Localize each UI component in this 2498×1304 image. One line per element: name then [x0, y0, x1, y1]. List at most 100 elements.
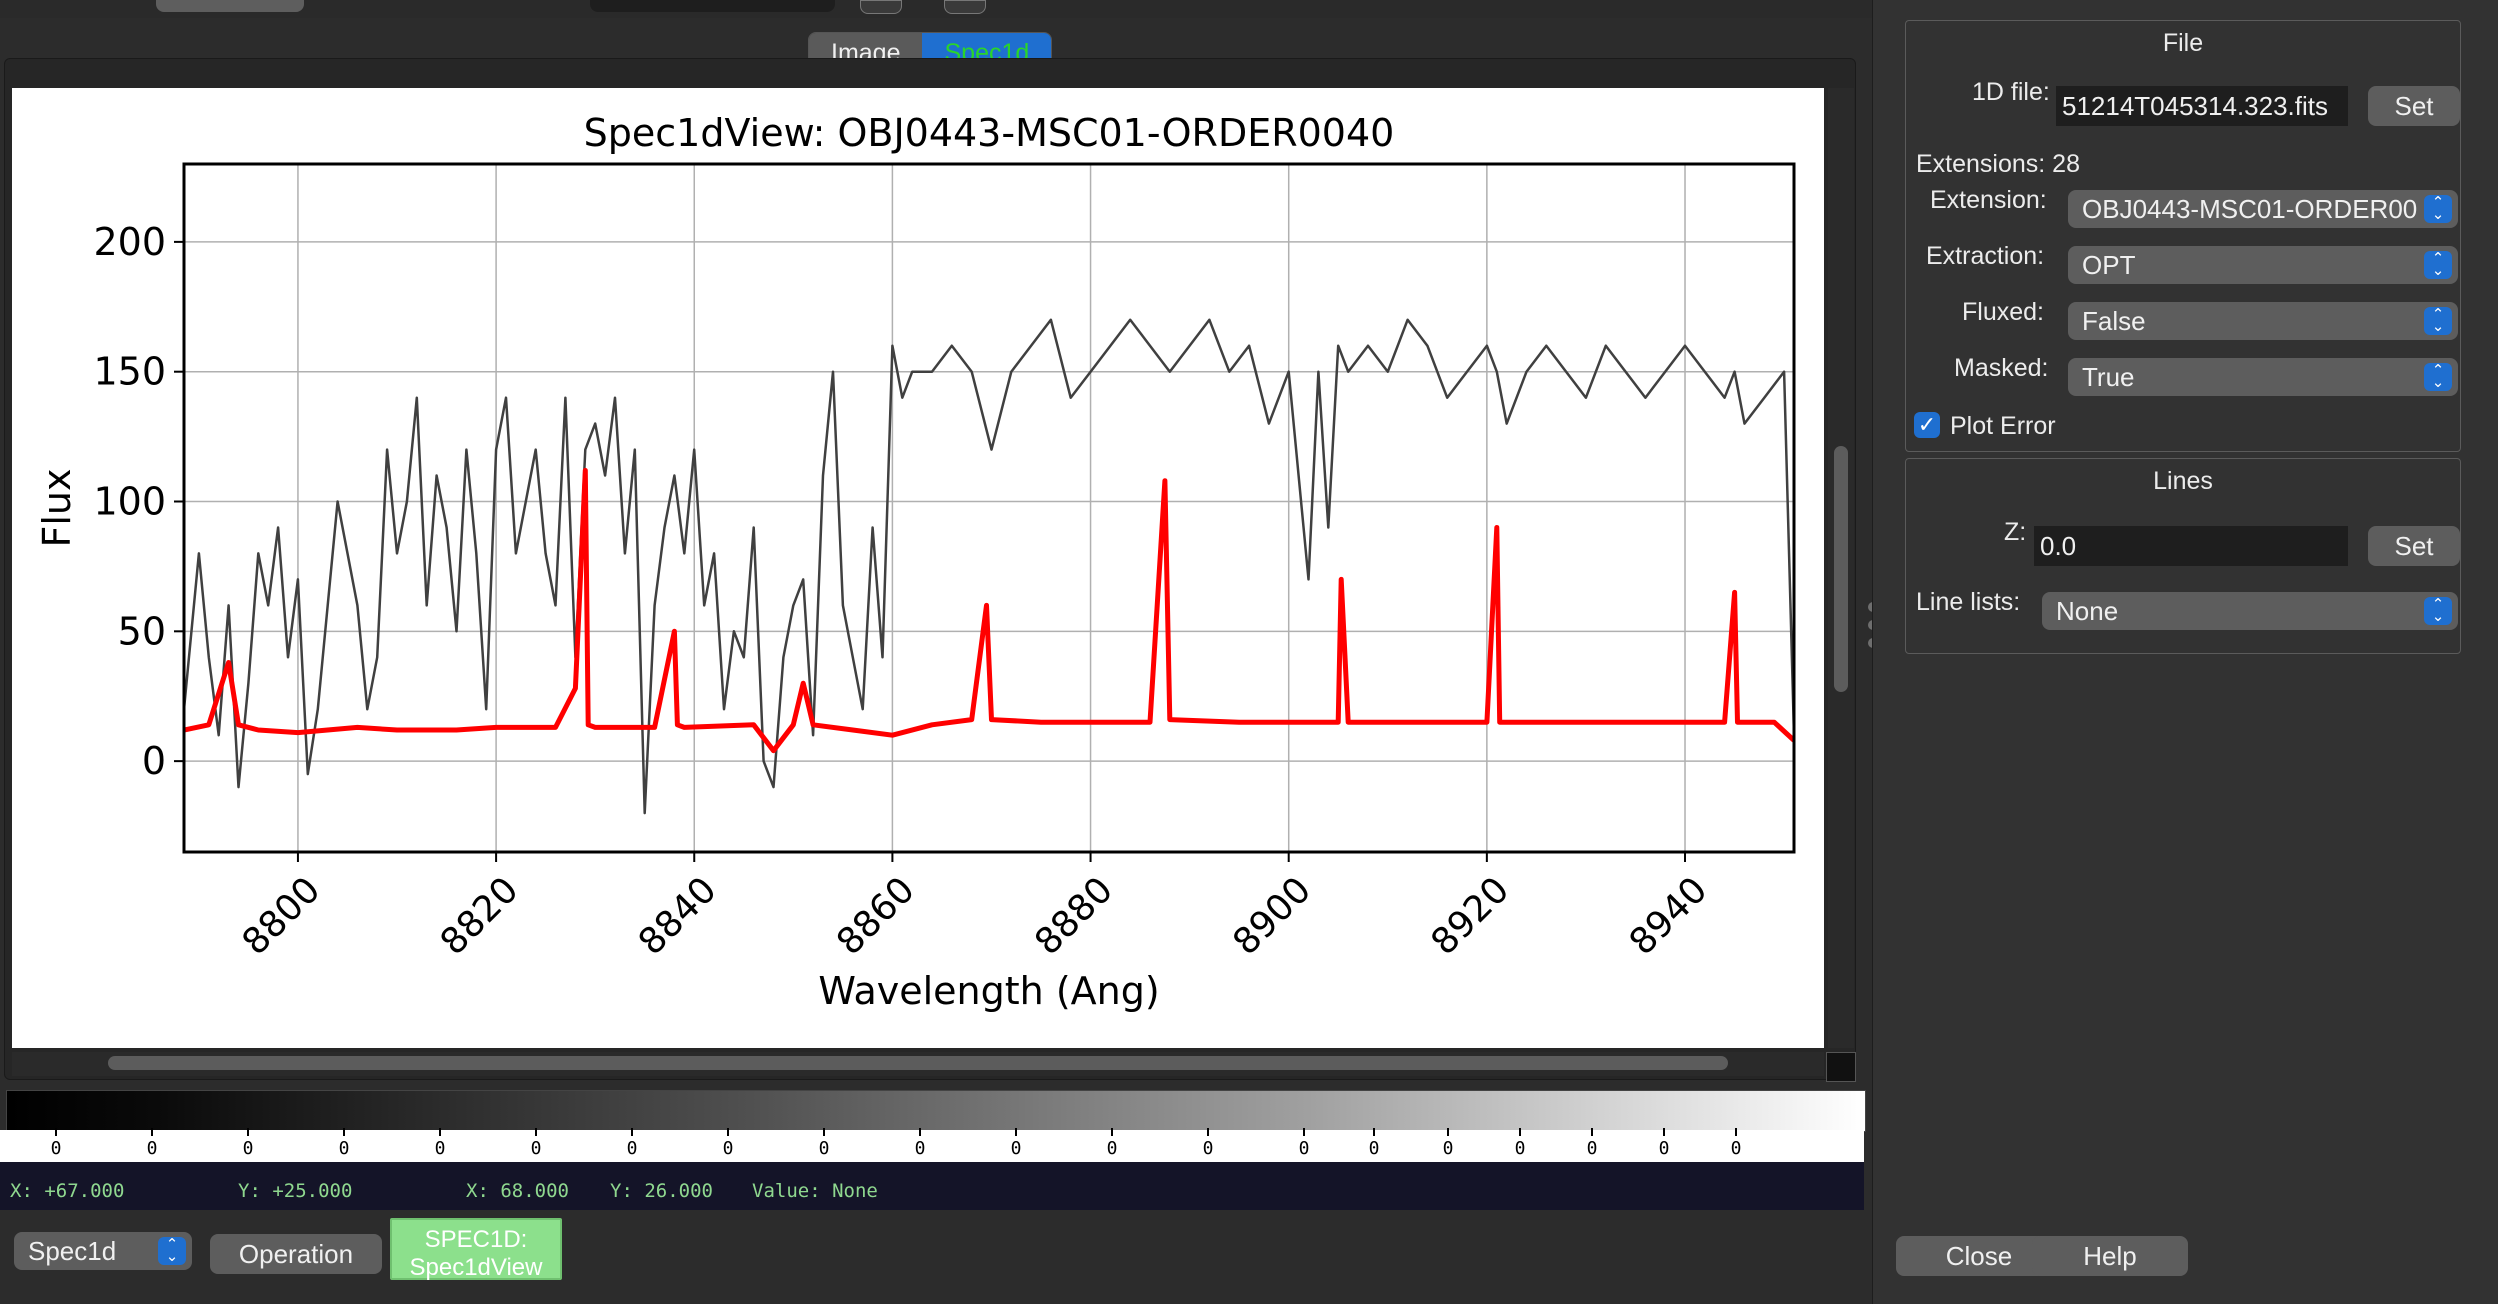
y-tick-label: 200 — [93, 220, 166, 264]
plot-canvas[interactable]: 8800 8820 8840 8860 8880 8900 8920 8940 0 50 100 15… — [12, 88, 1824, 1048]
updown-chevron-icon: ⌃ ⌄ — [158, 1237, 186, 1265]
x-tick-label: 8840 — [631, 869, 725, 963]
updown-chevron-icon: ⌃ ⌄ — [2424, 251, 2452, 279]
linelists-label: Line lists: — [1916, 588, 2021, 616]
colorbar-tick-label: 0 — [46, 1128, 66, 1159]
colorbar-tick-label: 0 — [430, 1128, 450, 1159]
updown-chevron-icon: ⌃ ⌄ — [2424, 307, 2452, 335]
masked-select-value: True — [2082, 362, 2135, 392]
spectrum-chart[interactable]: 8800 8820 8840 8860 8880 8900 8920 8940 0 50 100 15… — [12, 88, 1824, 1048]
status-cursor-y: Y: +25.000 — [238, 1180, 353, 1202]
colorbar[interactable] — [6, 1090, 1866, 1132]
toolbar-dropdown[interactable] — [156, 0, 304, 12]
colorbar-tick-label: 0 — [238, 1128, 258, 1159]
extensions-count: Extensions: 28 — [1916, 150, 2080, 178]
x-tick-label: 8900 — [1225, 869, 1319, 963]
colorbar-tick-label: 0 — [334, 1128, 354, 1159]
status-cursor-x: X: +67.000 — [10, 1180, 125, 1202]
status-data-x: X: 68.000 — [466, 1180, 569, 1202]
x-tick-label: 8880 — [1027, 869, 1121, 963]
fluxed-label: Fluxed: — [1962, 298, 2044, 326]
mode-select[interactable]: Spec1d ⌃ ⌄ — [14, 1232, 192, 1270]
updown-chevron-icon: ⌃ ⌄ — [2424, 195, 2452, 223]
x-axis-label: Wavelength (Ang) — [818, 969, 1159, 1013]
channel-button[interactable]: SPEC1D: Spec1dView — [390, 1218, 562, 1281]
vertical-scroll-thumb[interactable] — [1834, 446, 1848, 692]
file-label: 1D file: — [1972, 78, 2050, 106]
check-icon: ✓ — [1917, 412, 1937, 437]
grid-lines — [184, 164, 1794, 852]
toolbar-input[interactable] — [590, 0, 835, 12]
extraction-select[interactable]: OPT ⌃ ⌄ — [2068, 246, 2458, 284]
extension-label: Extension: — [1930, 186, 2047, 214]
linelists-select-value: None — [2056, 596, 2119, 626]
error-series-line — [184, 467, 1794, 754]
plot-error-label: Plot Error — [1950, 412, 2056, 440]
operation-button[interactable]: Operation — [210, 1234, 382, 1274]
top-toolbar-strip — [0, 0, 1872, 18]
status-value: Value: None — [752, 1180, 878, 1202]
y-tick-label: 0 — [142, 739, 166, 783]
file-group-title: File — [2162, 29, 2204, 57]
colorbar-tick-label: 0 — [1102, 1128, 1122, 1159]
status-bar — [0, 1162, 1864, 1210]
horizontal-scroll-thumb[interactable] — [108, 1056, 1728, 1070]
x-tick-label: 8820 — [433, 869, 527, 963]
colorbar-tick-label: 0 — [1006, 1128, 1026, 1159]
extraction-select-value: OPT — [2082, 250, 2136, 280]
masked-label: Masked: — [1954, 354, 2049, 382]
colorbar-ticks: 0 0 0 0 0 0 0 0 0 0 0 0 0 0 0 0 0 0 0 0 — [0, 1128, 1864, 1162]
axes-frame — [182, 162, 1796, 854]
updown-chevron-icon: ⌃ ⌄ — [2424, 597, 2452, 625]
redshift-set-button[interactable]: Set — [2368, 526, 2460, 566]
colorbar-tick-label: 0 — [526, 1128, 546, 1159]
file-set-button[interactable]: Set — [2368, 86, 2460, 126]
colorbar-tick-label: 0 — [1654, 1128, 1674, 1159]
colorbar-tick-label: 0 — [1438, 1128, 1458, 1159]
lines-group: Lines — [1905, 458, 2461, 654]
colorbar-tick-label: 0 — [622, 1128, 642, 1159]
scroll-corner — [1826, 1052, 1856, 1082]
toolbar-icon-button[interactable] — [860, 0, 902, 14]
fluxed-select[interactable]: False ⌃ ⌄ — [2068, 302, 2458, 340]
x-tick-label: 8860 — [829, 869, 923, 963]
y-tick-label: 50 — [118, 609, 166, 653]
x-tick-label: 8940 — [1622, 869, 1716, 963]
updown-chevron-icon: ⌃ ⌄ — [2424, 363, 2452, 391]
lines-group-title: Lines — [2153, 467, 2213, 495]
y-tick-label: 100 — [93, 480, 166, 524]
plot-error-checkbox[interactable]: ✓ — [1914, 412, 1940, 438]
x-tick-label: 8800 — [235, 869, 329, 963]
extraction-label: Extraction: — [1926, 242, 2045, 270]
z-label: Z: — [2004, 518, 2027, 546]
series-layer — [184, 318, 1794, 815]
colorbar-tick-label: 0 — [910, 1128, 930, 1159]
colorbar-tick-label: 0 — [1294, 1128, 1314, 1159]
file-group: File — [1905, 20, 2461, 452]
colorbar-tick-label: 0 — [142, 1128, 162, 1159]
colorbar-tick-label: 0 — [1198, 1128, 1218, 1159]
close-button[interactable]: Close — [1896, 1236, 2062, 1276]
mode-select-value: Spec1d — [28, 1236, 117, 1266]
masked-select[interactable]: True ⌃ ⌄ — [2068, 358, 2458, 396]
y-axis-label: Flux — [35, 469, 79, 548]
status-data-y: Y: 26.000 — [610, 1180, 713, 1202]
x-tick-label: 8920 — [1424, 869, 1518, 963]
colorbar-tick-label: 0 — [1510, 1128, 1530, 1159]
colorbar-tick-label: 0 — [1364, 1128, 1384, 1159]
toolbar-icon-button[interactable] — [944, 0, 986, 14]
flux-series-line — [184, 318, 1794, 815]
colorbar-tick-label: 0 — [814, 1128, 834, 1159]
fluxed-select-value: False — [2082, 306, 2146, 336]
extension-select[interactable]: OBJ0443-MSC01-ORDER00 ⌃ ⌄ — [2068, 190, 2458, 228]
linelists-select[interactable]: None ⌃ ⌄ — [2042, 592, 2458, 630]
colorbar-tick-label: 0 — [718, 1128, 738, 1159]
extension-select-value: OBJ0443-MSC01-ORDER00 — [2082, 194, 2418, 224]
redshift-input[interactable]: 0.0 — [2034, 526, 2348, 566]
channel-button-label: SPEC1D: Spec1dView — [409, 1226, 543, 1281]
help-button[interactable]: Help — [2032, 1236, 2188, 1276]
y-tick-label: 150 — [93, 350, 166, 394]
file-path-input[interactable]: 51214T045314.323.fits — [2056, 86, 2348, 126]
chart-title: Spec1dView: OBJ0443-MSC01-ORDER0040 — [584, 111, 1395, 155]
colorbar-tick-label: 0 — [1726, 1128, 1746, 1159]
